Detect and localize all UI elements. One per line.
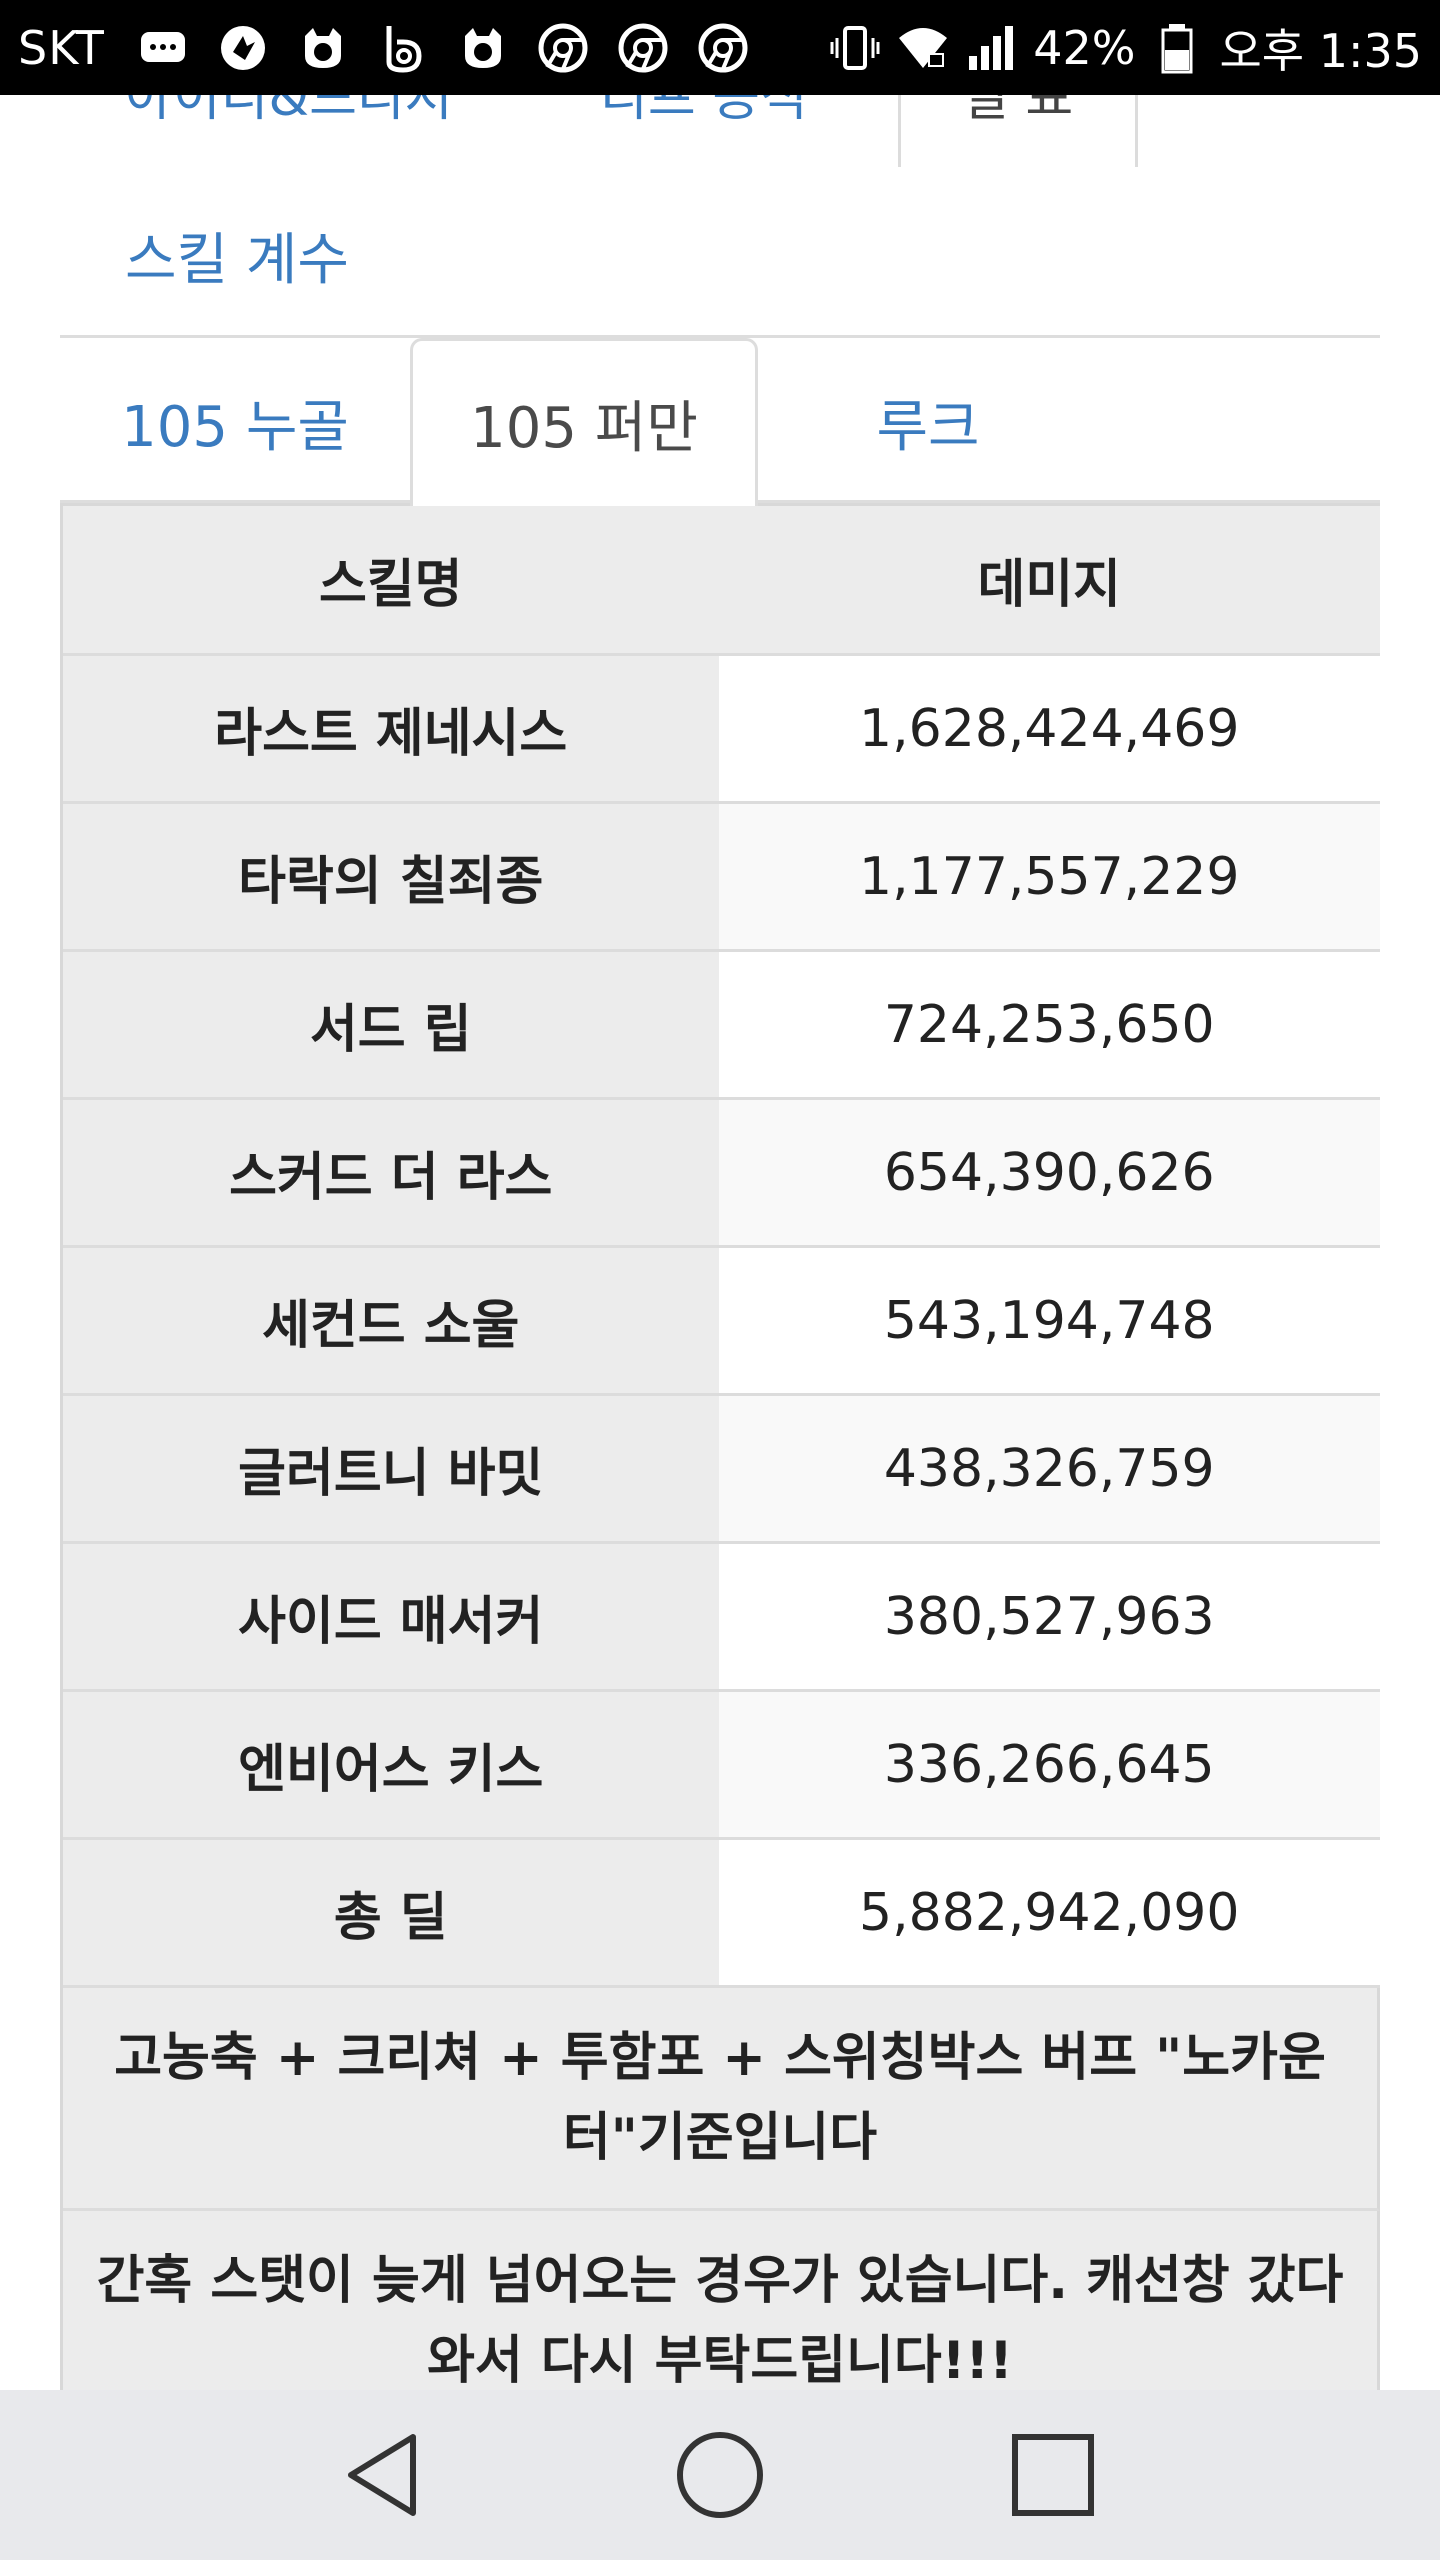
damage-cell: 336,266,645	[718, 1692, 1380, 1837]
carrier-label: SKT	[18, 20, 105, 75]
damage-cell: 724,253,650	[718, 952, 1380, 1097]
header-skill-name: 스킬명	[63, 506, 719, 653]
table-row: 글러트니 바밋 438,326,759	[63, 1396, 1380, 1544]
wifi-icon	[897, 22, 949, 74]
page-content: 아이디&드리저 리프 공식 일 표 스킬 계수 105 누골 105 퍼만 루크…	[0, 95, 1440, 2390]
chrome-icon-2	[617, 22, 669, 74]
back-triangle-icon	[347, 2434, 416, 2516]
table-row: 세컨드 소울 543,194,748	[63, 1248, 1380, 1396]
battery-icon	[1151, 22, 1203, 74]
message-icon	[137, 22, 189, 74]
damage-cell: 1,628,424,469	[718, 656, 1380, 801]
table-row: 사이드 매서커 380,527,963	[63, 1544, 1380, 1692]
b-app-icon	[377, 22, 429, 74]
total-label-cell: 총 딜	[63, 1840, 719, 1985]
top-tab-row: 아이디&드리저 리프 공식 일 표	[60, 95, 1380, 175]
tab-105-nugol[interactable]: 105 누골	[121, 394, 349, 460]
chrome-icon	[537, 22, 589, 74]
table-row: 타락의 칠죄종 1,177,557,229	[63, 804, 1380, 952]
top-tab-3-label: 일 표	[961, 95, 1074, 128]
tab-105-perman[interactable]: 105 퍼만	[410, 338, 758, 506]
damage-table: 스킬명 데미지 라스트 제네시스 1,628,424,469 타락의 칠죄종 1…	[60, 503, 1380, 2390]
back-button[interactable]	[327, 2415, 447, 2535]
status-bar: SKT	[0, 0, 1440, 95]
home-button[interactable]	[660, 2415, 780, 2535]
total-damage-cell: 5,882,942,090	[718, 1840, 1380, 1985]
damage-cell: 380,527,963	[718, 1544, 1380, 1689]
chrome-icon-3	[697, 22, 749, 74]
cat-app-icon-2	[457, 22, 509, 74]
condition-note: 고농축 + 크리쳐 + 투함포 + 스위칭박스 버프 "노카운터"기준입니다	[63, 1988, 1380, 2211]
skill-name-cell: 스커드 더 라스	[63, 1100, 719, 1245]
android-nav-bar	[0, 2390, 1440, 2560]
damage-cell: 1,177,557,229	[718, 804, 1380, 949]
table-row: 엔비어스 키스 336,266,645	[63, 1692, 1380, 1840]
stat-delay-note: 간혹 스탯이 늦게 넘어오는 경우가 있습니다. 캐선창 갔다와서 다시 부탁드…	[63, 2211, 1380, 2390]
character-tab-bar: 105 누골 105 퍼만 루크	[60, 335, 1380, 506]
skill-name-cell: 라스트 제네시스	[63, 656, 719, 801]
skill-name-cell: 엔비어스 키스	[63, 1692, 719, 1837]
damage-cell: 654,390,626	[718, 1100, 1380, 1245]
home-circle-icon	[676, 2432, 763, 2518]
damage-cell: 543,194,748	[718, 1248, 1380, 1393]
table-row: 서드 립 724,253,650	[63, 952, 1380, 1100]
top-tab-1[interactable]: 아이디&드리저	[125, 95, 453, 128]
skill-name-cell: 타락의 칠죄종	[63, 804, 719, 949]
table-row: 스커드 더 라스 654,390,626	[63, 1100, 1380, 1248]
signal-icon	[965, 22, 1017, 74]
app-notification-icon	[217, 22, 269, 74]
skill-coefficient-link[interactable]: 스킬 계수	[125, 228, 349, 293]
battery-percent: 42%	[1033, 20, 1136, 75]
header-damage: 데미지	[718, 506, 1380, 653]
cat-app-icon	[297, 22, 349, 74]
tab-rook[interactable]: 루크	[876, 394, 980, 460]
recents-button[interactable]	[993, 2415, 1113, 2535]
skill-name-cell: 세컨드 소울	[63, 1248, 719, 1393]
skill-name-cell: 글러트니 바밋	[63, 1396, 719, 1541]
table-total-row: 총 딜 5,882,942,090	[63, 1840, 1380, 1988]
top-tab-2[interactable]: 리프 공식	[600, 95, 808, 128]
skill-name-cell: 서드 립	[63, 952, 719, 1097]
recents-square-icon	[1012, 2434, 1095, 2516]
top-tab-3[interactable]: 일 표	[898, 95, 1138, 167]
damage-cell: 438,326,759	[718, 1396, 1380, 1541]
vibrate-icon	[829, 22, 881, 74]
skill-name-cell: 사이드 매서커	[63, 1544, 719, 1689]
table-header-row: 스킬명 데미지	[63, 506, 1380, 656]
clock: 오후 1:35	[1219, 23, 1422, 78]
table-row: 라스트 제네시스 1,628,424,469	[63, 656, 1380, 804]
